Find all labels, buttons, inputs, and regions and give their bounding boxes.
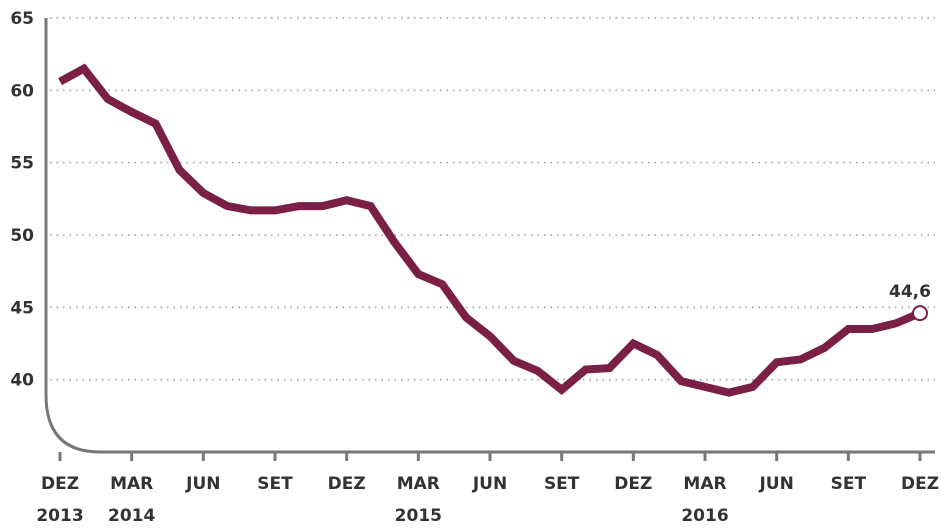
- x-tick-label: JUN: [472, 474, 507, 494]
- end-marker: [912, 305, 928, 322]
- x-tick-label: SET: [257, 474, 293, 494]
- line: [58, 63, 922, 397]
- x-tick-label: MAR 2016: [681, 474, 728, 526]
- y-tick-label: 45: [10, 298, 34, 318]
- y-tick-label: 55: [10, 154, 34, 174]
- x-tick-label: DEZ: [328, 474, 366, 494]
- y-tick-label: 40: [10, 371, 34, 391]
- axis-line: [44, 18, 935, 454]
- x-tick-label: MAR 2015: [395, 474, 442, 526]
- x-tick-label: DEZ: [614, 474, 652, 494]
- y-tick-label: 65: [10, 9, 34, 29]
- y-tick-label: 50: [10, 226, 34, 246]
- x-tick-label: MAR 2014: [108, 474, 155, 526]
- x-tick-label: JUN: [758, 474, 793, 494]
- value-label: 44,6: [889, 282, 931, 302]
- x-tick-label: JUN: [185, 474, 220, 494]
- y-tick-label: 60: [10, 81, 34, 101]
- x-tick-label: DEZ 2013: [36, 474, 83, 526]
- x-tick-label: DEZ: [901, 474, 939, 494]
- x-tick-label: SET: [544, 474, 580, 494]
- x-tick-label: SET: [831, 474, 867, 494]
